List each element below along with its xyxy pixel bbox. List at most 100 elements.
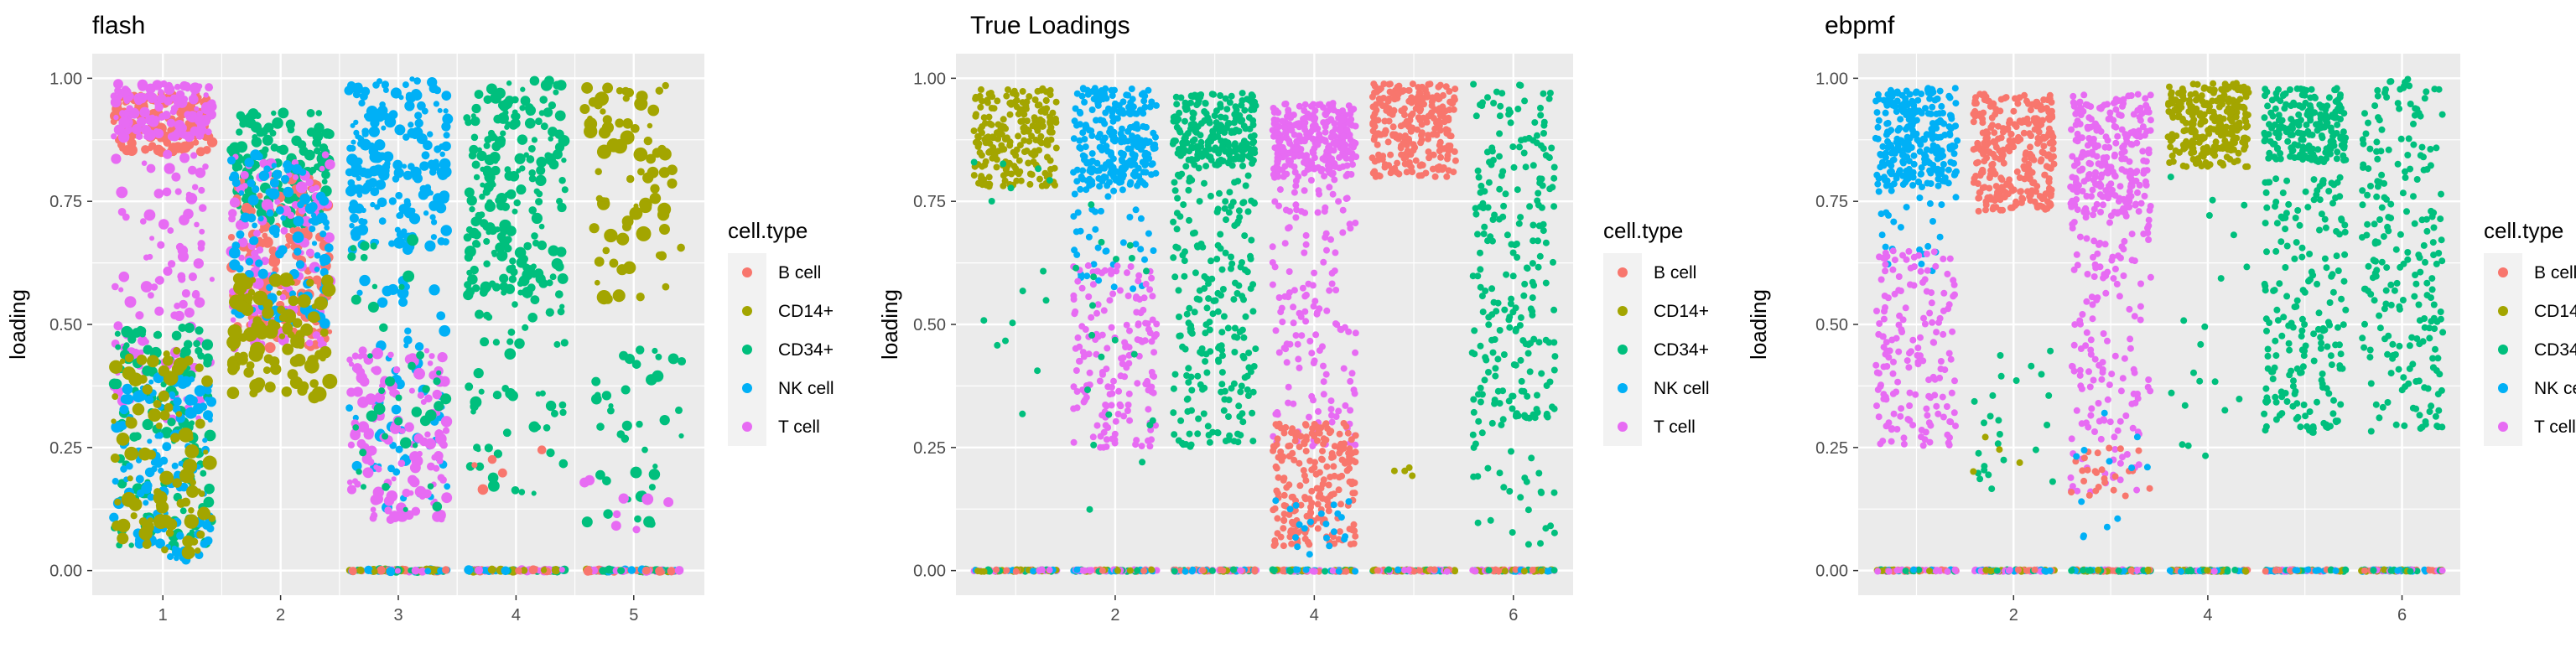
data-point <box>994 342 1000 349</box>
data-point <box>268 188 280 200</box>
data-point <box>148 142 156 149</box>
data-point <box>652 348 657 354</box>
data-point <box>269 275 278 284</box>
data-point <box>1296 365 1303 371</box>
data-point <box>1328 412 1335 419</box>
data-point <box>1337 326 1344 333</box>
data-point <box>111 133 117 139</box>
data-point <box>1083 394 1090 401</box>
data-point <box>979 98 985 105</box>
data-point <box>531 263 537 269</box>
data-point <box>203 410 213 420</box>
data-point <box>1390 123 1397 130</box>
data-point <box>1075 334 1082 341</box>
data-point <box>264 355 273 364</box>
data-point <box>131 512 138 519</box>
data-point <box>552 258 564 270</box>
data-point <box>164 350 170 357</box>
data-point <box>1046 177 1053 184</box>
data-point <box>656 251 663 259</box>
data-point <box>195 326 203 334</box>
data-point <box>252 185 259 193</box>
x-tick-label: 1 <box>158 606 168 625</box>
data-point <box>1353 448 1359 455</box>
data-point <box>156 422 163 429</box>
data-point <box>1280 516 1287 523</box>
data-point <box>1272 505 1279 512</box>
data-point <box>262 135 273 146</box>
data-point <box>412 132 418 139</box>
data-point <box>977 149 984 156</box>
data-point <box>1104 148 1111 155</box>
data-point <box>558 308 565 315</box>
data-point <box>1097 131 1104 137</box>
data-point <box>1427 80 1434 87</box>
data-point <box>197 83 203 89</box>
data-point <box>193 340 200 348</box>
data-point <box>210 277 215 282</box>
data-point <box>989 105 995 111</box>
data-point <box>424 395 433 403</box>
data-point <box>532 213 543 224</box>
data-point <box>190 480 196 486</box>
data-point <box>611 521 621 531</box>
data-point <box>408 362 416 371</box>
data-point <box>1325 502 1332 509</box>
data-point <box>357 354 363 360</box>
data-point <box>492 252 497 257</box>
data-point <box>1021 148 1028 155</box>
data-point <box>501 385 509 392</box>
data-point <box>112 478 119 485</box>
data-point <box>398 284 404 290</box>
data-point <box>1172 371 1179 378</box>
data-point <box>989 144 996 151</box>
data-point <box>1215 150 1222 157</box>
data-point <box>1444 568 1451 575</box>
data-point <box>602 247 610 255</box>
data-point <box>1021 125 1028 132</box>
data-point <box>1327 429 1333 436</box>
data-point <box>1142 337 1149 344</box>
data-point <box>227 156 236 164</box>
data-point <box>1190 138 1197 145</box>
data-point <box>474 174 480 180</box>
data-point <box>306 279 314 287</box>
data-point <box>1182 568 1189 575</box>
data-point <box>1079 168 1086 174</box>
data-point <box>1073 251 1080 258</box>
data-point <box>1037 117 1044 123</box>
data-point <box>1436 105 1443 111</box>
data-point <box>115 331 121 337</box>
data-point <box>1345 430 1352 437</box>
data-point <box>1081 136 1088 143</box>
data-point <box>1286 268 1293 275</box>
data-point <box>1044 154 1051 161</box>
data-point <box>464 565 473 574</box>
data-point <box>1213 256 1220 262</box>
data-point <box>1170 409 1176 416</box>
data-point <box>270 179 279 188</box>
data-point <box>1311 357 1318 364</box>
data-point <box>1074 404 1081 411</box>
data-point <box>256 246 263 254</box>
data-point <box>281 175 289 184</box>
data-point <box>113 115 118 120</box>
data-point <box>465 119 472 127</box>
data-point <box>1246 114 1253 121</box>
data-point <box>1083 272 1090 279</box>
data-point <box>493 339 500 345</box>
data-point <box>358 100 365 106</box>
data-point <box>1272 497 1279 504</box>
data-point <box>1337 500 1344 507</box>
data-point <box>561 339 569 346</box>
data-point <box>141 145 149 153</box>
data-point <box>1075 210 1082 216</box>
data-point <box>132 391 144 402</box>
data-point <box>286 119 295 128</box>
data-point <box>111 454 120 463</box>
data-point <box>1144 139 1150 146</box>
data-point <box>228 215 236 223</box>
data-point <box>1084 87 1091 94</box>
data-point <box>367 353 373 359</box>
data-point <box>207 137 217 147</box>
